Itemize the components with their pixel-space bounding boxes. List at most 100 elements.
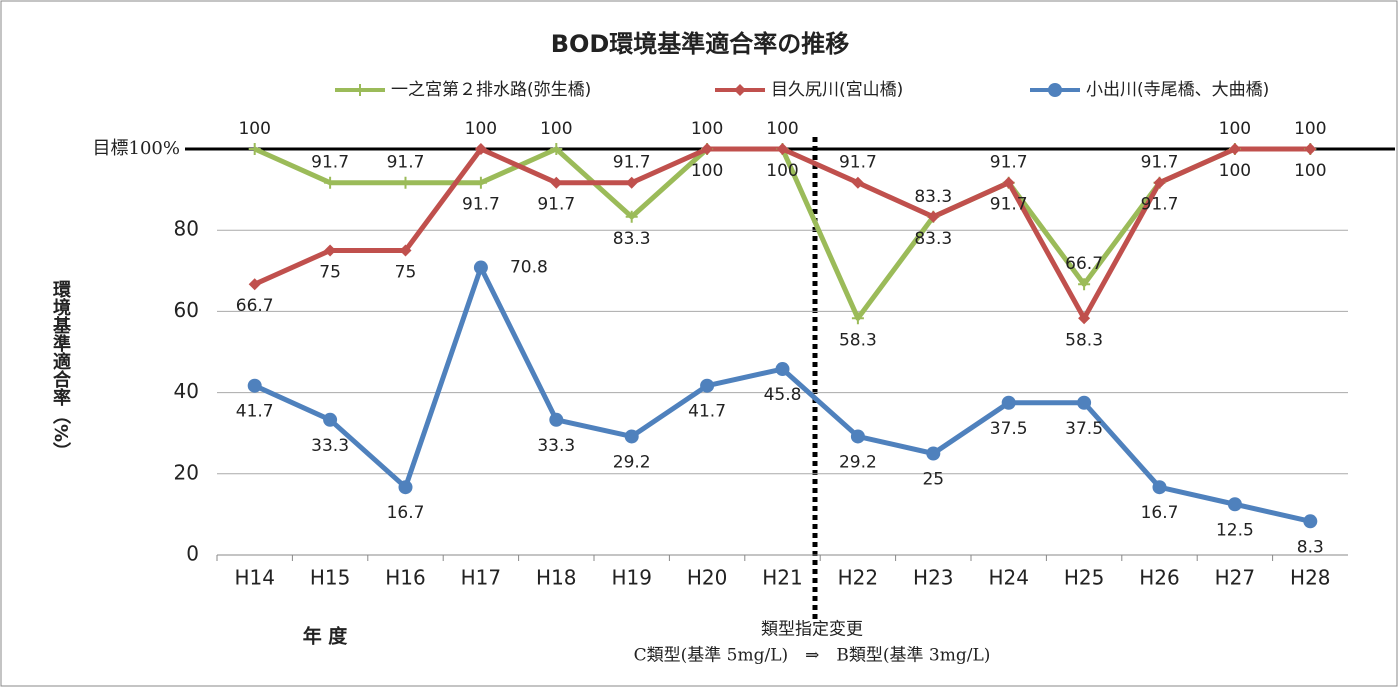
- data-label: 58.3: [1065, 330, 1103, 350]
- marker: [1078, 278, 1091, 291]
- marker: [324, 176, 337, 189]
- marker: [625, 210, 638, 223]
- marker: [1227, 497, 1242, 512]
- x-axis-title: 年 度: [303, 625, 349, 648]
- data-label: 29.2: [613, 452, 651, 472]
- x-tick-label: H24: [988, 566, 1029, 590]
- data-label: 25: [922, 470, 944, 490]
- x-tick-label: H18: [536, 566, 577, 590]
- marker: [247, 378, 262, 393]
- data-label: 91.7: [387, 153, 425, 173]
- marker: [1078, 312, 1091, 325]
- marker: [701, 143, 714, 155]
- data-label: 75: [319, 263, 341, 283]
- x-tick-label: H16: [385, 566, 426, 590]
- data-label: 100: [766, 161, 798, 181]
- data-label: 66.7: [236, 296, 274, 316]
- data-label: 41.7: [688, 402, 726, 422]
- marker: [324, 244, 337, 257]
- marker: [549, 412, 564, 427]
- data-label: 100: [1294, 119, 1326, 139]
- annotation: C類型(基準 5mg/L) ⇒ B類型(基準 3mg/L): [634, 646, 991, 666]
- data-label: 91.7: [990, 195, 1028, 215]
- legend-label: 目久尻川(宮山橋): [771, 80, 903, 100]
- marker: [927, 210, 940, 223]
- marker: [399, 244, 412, 257]
- data-label: 100: [238, 119, 270, 139]
- x-tick-label: H27: [1215, 566, 1256, 590]
- data-label: 91.7: [537, 195, 575, 215]
- x-tick-label: H15: [310, 566, 351, 590]
- data-label: 91.7: [462, 195, 500, 215]
- marker: [1152, 480, 1167, 495]
- data-label: 33.3: [311, 436, 349, 456]
- data-label: 100: [540, 119, 572, 139]
- annotation: 類型指定変更: [761, 620, 863, 640]
- data-label: 91.7: [839, 153, 877, 173]
- data-label: 41.7: [236, 402, 274, 422]
- marker: [851, 312, 864, 325]
- marker: [248, 278, 261, 291]
- marker: [734, 84, 746, 96]
- data-label: 16.7: [1141, 503, 1179, 523]
- data-label: 100: [1219, 119, 1251, 139]
- data-label: 8.3: [1297, 537, 1324, 557]
- marker: [624, 429, 639, 444]
- x-tick-label: H22: [838, 566, 879, 590]
- data-label: 91.7: [311, 153, 349, 173]
- data-label: 91.7: [613, 153, 651, 173]
- y-tick-label: 40: [174, 379, 199, 403]
- marker: [775, 362, 790, 377]
- y-tick-label: 60: [174, 298, 199, 322]
- data-label: 33.3: [537, 436, 575, 456]
- marker: [474, 143, 487, 155]
- data-label: 45.8: [764, 385, 802, 405]
- x-tick-label: H14: [234, 566, 275, 590]
- data-label: 91.7: [1141, 153, 1179, 173]
- marker: [1228, 143, 1241, 155]
- y-tick-label: 80: [174, 217, 199, 241]
- data-label: 83.3: [914, 187, 952, 207]
- marker: [1048, 83, 1062, 97]
- data-label: 66.7: [1065, 254, 1103, 274]
- x-tick-label: H26: [1139, 566, 1180, 590]
- x-tick-label: H20: [687, 566, 728, 590]
- y-tick-label: 0: [186, 542, 199, 566]
- data-label: 16.7: [387, 503, 425, 523]
- chart-title: BOD環境基準適合率の推移: [551, 30, 850, 58]
- data-label: 58.3: [839, 330, 877, 350]
- data-label: 91.7: [1141, 195, 1179, 215]
- legend-label: 一之宮第２排水路(弥生橋): [391, 80, 591, 100]
- marker: [850, 429, 865, 444]
- y-tick-label: 目標100%: [93, 138, 180, 159]
- data-label: 83.3: [914, 229, 952, 249]
- data-label: 100: [691, 119, 723, 139]
- x-tick-label: H23: [913, 566, 954, 590]
- marker: [399, 176, 412, 189]
- marker: [1153, 176, 1166, 189]
- marker: [700, 378, 715, 393]
- marker: [550, 176, 563, 189]
- marker: [1304, 143, 1317, 155]
- marker: [1077, 395, 1092, 410]
- marker: [398, 480, 413, 495]
- legend-label: 小出川(寺尾橋、大曲橋): [1086, 80, 1269, 100]
- y-tick-label: 20: [174, 460, 199, 484]
- x-tick-label: H25: [1064, 566, 1105, 590]
- data-label: 100: [1219, 161, 1251, 181]
- data-label: 100: [1294, 161, 1326, 181]
- marker: [625, 176, 638, 189]
- data-label: 100: [766, 119, 798, 139]
- data-label: 29.2: [839, 452, 877, 472]
- data-label: 83.3: [613, 229, 651, 249]
- marker: [1002, 176, 1015, 189]
- marker: [474, 176, 487, 189]
- data-label: 91.7: [990, 153, 1028, 173]
- marker: [473, 260, 488, 275]
- data-label: 100: [691, 161, 723, 181]
- marker: [248, 143, 261, 155]
- marker: [323, 412, 338, 427]
- marker: [550, 143, 563, 155]
